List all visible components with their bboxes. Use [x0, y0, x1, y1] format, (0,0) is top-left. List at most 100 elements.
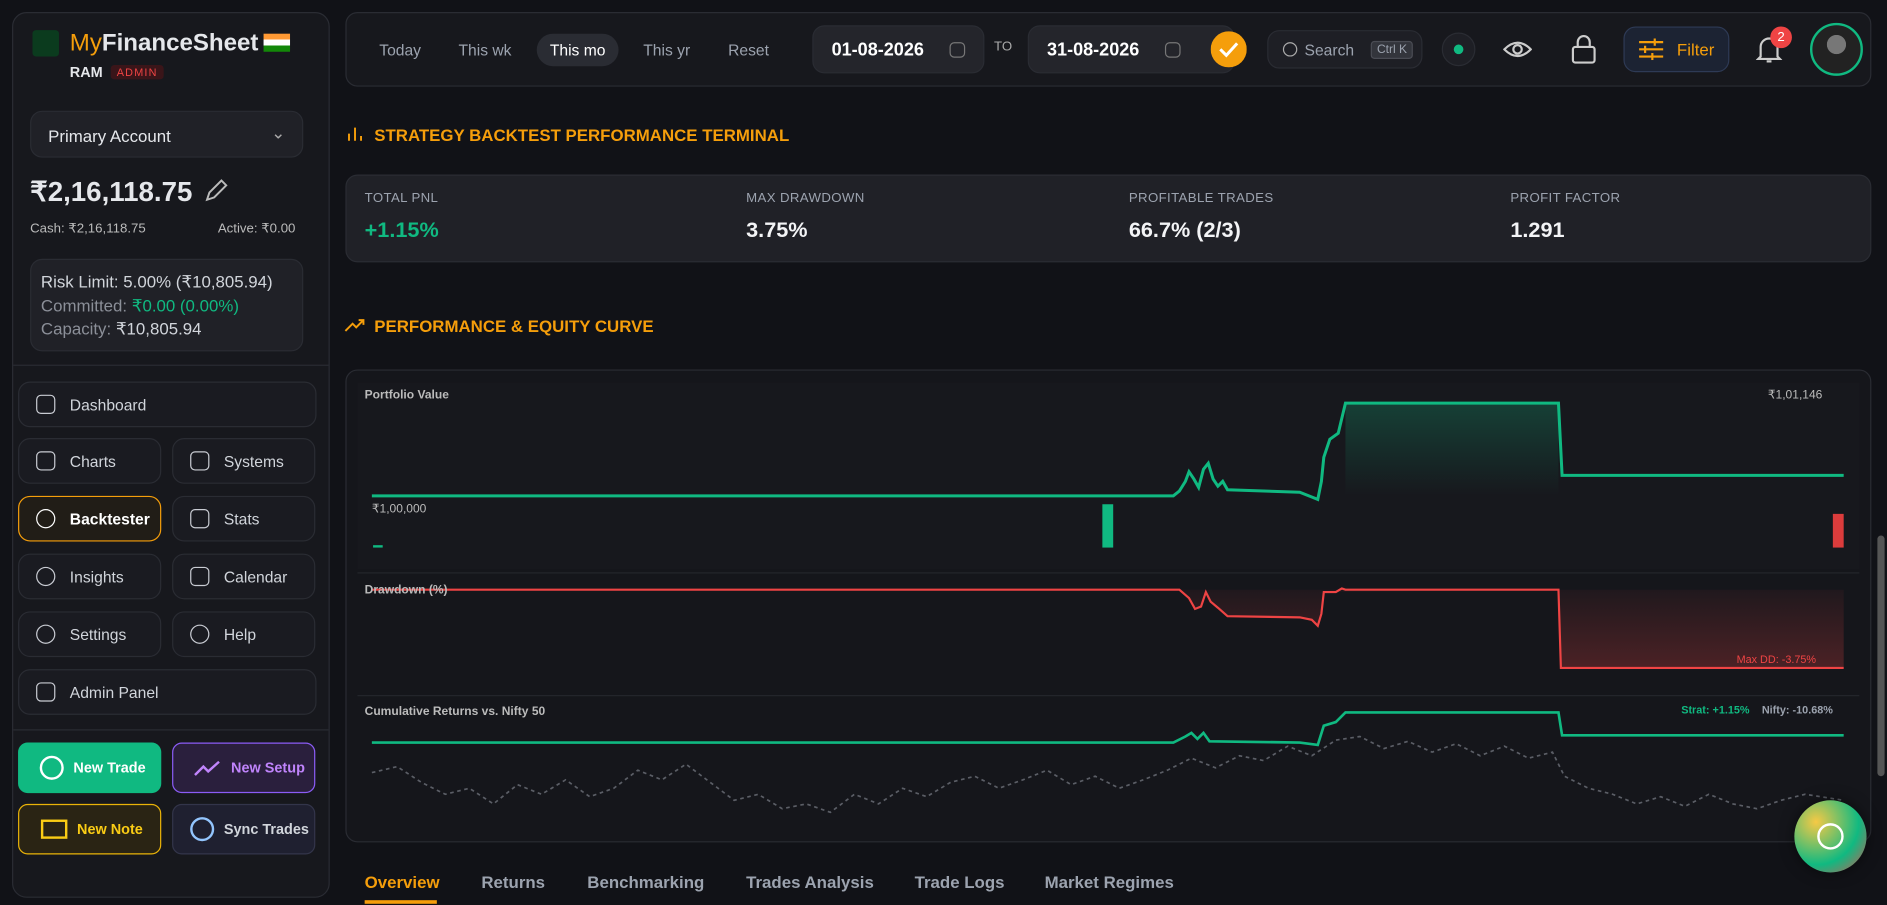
risk-limit: Risk Limit: 5.00% (₹10,805.94): [40, 271, 273, 292]
divider: [13, 729, 329, 731]
icon: [36, 509, 56, 529]
new-trade[interactable]: New Trade: [18, 742, 162, 794]
to-label: TO: [994, 39, 1013, 55]
nav-label: Stats: [223, 509, 260, 528]
brand: MyFinanceSheet: [70, 30, 259, 58]
capacity: Capacity: ₹10,805.94: [41, 319, 202, 339]
icon: [39, 755, 64, 780]
action-label: Sync Trades: [223, 820, 309, 838]
nav-calendar[interactable]: Calendar: [172, 553, 316, 600]
strategy-line: [371, 711, 1844, 747]
ai-button[interactable]: [1794, 800, 1867, 873]
terminal-title: STRATEGY BACKTEST PERFORMANCE TERMINAL: [374, 125, 790, 145]
committed: Committed: ₹0.00 (0.00%): [41, 296, 239, 316]
tab[interactable]: Returns: [481, 872, 546, 892]
apply-button[interactable]: [1210, 31, 1247, 68]
scrollbar[interactable]: [1877, 535, 1885, 777]
nav-admin[interactable]: Admin Panel: [18, 669, 317, 715]
range-reset[interactable]: Reset: [728, 40, 769, 59]
tab-underline: [364, 900, 437, 904]
icon: [194, 760, 220, 776]
edit-icon[interactable]: [202, 176, 231, 205]
metric-value: 3.75%: [746, 217, 808, 242]
new-setup[interactable]: New Setup: [172, 742, 316, 794]
notification-badge: 2: [1770, 26, 1792, 49]
icon: [190, 817, 215, 842]
metric-value: +1.15%: [364, 217, 439, 242]
avatar[interactable]: [1809, 22, 1863, 76]
nav-charts[interactable]: Charts: [18, 438, 162, 484]
panel-title: Cumulative Returns vs. Nifty 50: [364, 705, 546, 719]
eye-icon[interactable]: [1503, 36, 1532, 62]
equity-line: [371, 401, 1844, 502]
chevron: ⌄: [271, 122, 286, 143]
icon: [36, 394, 56, 414]
nav-dashboard[interactable]: Dashboard: [18, 381, 317, 428]
metric-label: MAX DRAWDOWN: [746, 191, 865, 206]
shortcut: Ctrl K: [1370, 40, 1414, 59]
icon: [36, 624, 56, 644]
portfolio-high: ₹1,01,146: [1767, 388, 1823, 402]
max-dd: Max DD: -3.75%: [1736, 653, 1817, 666]
search[interactable]: Search Ctrl K: [1267, 30, 1423, 69]
nav-backtester[interactable]: Backtester: [18, 495, 162, 542]
terminal-icon: [348, 127, 362, 141]
status-dot: [1453, 44, 1464, 55]
range-week[interactable]: This wk: [458, 40, 512, 59]
icon: [190, 566, 210, 587]
nav-settings[interactable]: Settings: [18, 611, 162, 658]
nifty-line: [371, 735, 1844, 814]
icon: [190, 451, 210, 471]
balance: ₹2,16,118.75: [30, 175, 193, 207]
date-text: 31-08-2026: [1047, 39, 1140, 60]
nav-insights[interactable]: Insights: [18, 553, 162, 600]
nav-label: Calendar: [223, 567, 288, 586]
tab[interactable]: Trades Analysis: [746, 872, 874, 892]
nav-label: Charts: [69, 451, 116, 470]
icon: [36, 566, 56, 587]
nav-label: Help: [223, 625, 257, 644]
search-icon: [1282, 42, 1298, 57]
trade-bar: [1832, 513, 1844, 548]
action-label: New Setup: [231, 759, 305, 777]
calendar-icon: [949, 42, 966, 58]
active: Active: ₹0.00: [217, 221, 296, 236]
range-today[interactable]: Today: [379, 40, 422, 59]
icon: [36, 682, 56, 702]
range-month[interactable]: This mo: [536, 33, 619, 67]
brand-name: FinanceSheet: [101, 30, 259, 57]
cash: Cash: ₹2,16,118.75: [30, 221, 146, 236]
metric-value: 66.7% (2/3): [1128, 217, 1241, 242]
lock-icon[interactable]: [1571, 34, 1597, 65]
tab[interactable]: Benchmarking: [587, 872, 705, 892]
nav-help[interactable]: Help: [172, 611, 316, 658]
status-button[interactable]: [1441, 32, 1476, 67]
strat-label: Strat: +1.15%: [1681, 704, 1750, 717]
equity-icon: [344, 319, 365, 332]
tab-overview[interactable]: Overview: [364, 872, 440, 892]
nav-label: Systems: [223, 451, 284, 470]
icon: [1817, 823, 1844, 850]
range-year[interactable]: This yr: [643, 40, 691, 59]
metric-label: PROFIT FACTOR: [1510, 191, 1621, 206]
nav-stats[interactable]: Stats: [172, 495, 316, 542]
action-label: New Note: [77, 820, 143, 838]
capacity-value: ₹10,805.94: [115, 318, 202, 339]
drawdown-line: [371, 587, 1844, 669]
tab[interactable]: Market Regimes: [1044, 872, 1174, 892]
sync-trades[interactable]: Sync Trades: [172, 803, 316, 855]
risk-box: [30, 258, 304, 352]
account-select[interactable]: Primary Account ⌄: [30, 110, 304, 158]
nav-systems[interactable]: Systems: [172, 438, 316, 484]
drawdown-area: [1179, 589, 1844, 668]
flag: [263, 33, 291, 52]
tab[interactable]: Trade Logs: [914, 872, 1005, 892]
date-from[interactable]: 01-08-2026: [812, 25, 985, 74]
nav-label: Backtester: [69, 509, 150, 528]
new-note[interactable]: New Note: [18, 803, 162, 855]
search-label: Search: [1304, 40, 1355, 59]
filter-button[interactable]: Filter: [1623, 26, 1730, 73]
